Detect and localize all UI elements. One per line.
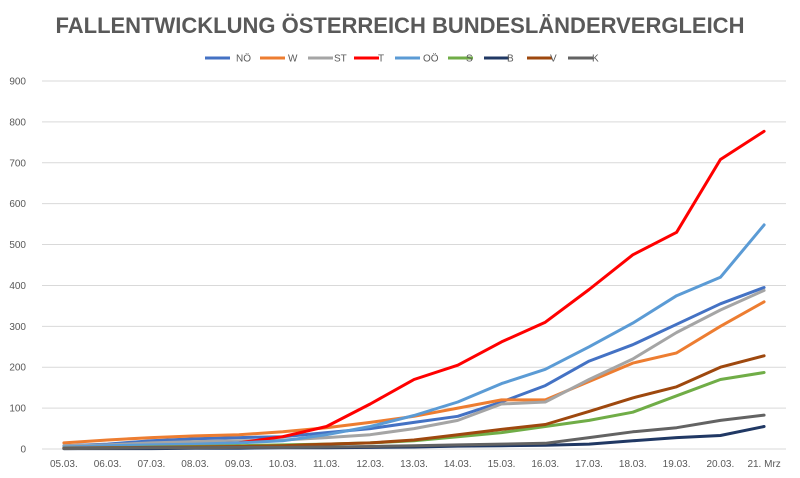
x-tick-label: 07.03. bbox=[138, 459, 166, 470]
y-tick-label: 800 bbox=[9, 117, 26, 128]
y-tick-label: 400 bbox=[9, 281, 26, 292]
series-line-8 bbox=[62, 413, 766, 451]
x-tick-label: 16.03. bbox=[531, 459, 559, 470]
chart-title: FALLENTWICKLUNG ÖSTERREICH BUNDESLÄNDERV… bbox=[56, 13, 745, 38]
series-line-2 bbox=[62, 288, 766, 448]
x-tick-label: 14.03. bbox=[444, 459, 472, 470]
x-tick-label: 17.03. bbox=[575, 459, 603, 470]
legend-label: ST bbox=[334, 54, 347, 65]
x-tick-label: 08.03. bbox=[181, 459, 209, 470]
legend-label: NÖ bbox=[236, 53, 251, 65]
x-tick-label: 21. Mrz bbox=[747, 459, 780, 470]
x-tick-label: 11.03. bbox=[313, 459, 340, 470]
legend-label: V bbox=[550, 54, 557, 65]
x-tick-label: 06.03. bbox=[94, 459, 122, 470]
y-tick-label: 700 bbox=[9, 158, 26, 169]
x-tick-label: 10.03. bbox=[269, 459, 297, 470]
x-tick-label: 18.03. bbox=[619, 459, 647, 470]
x-tick-label: 05.03. bbox=[50, 459, 78, 470]
x-tick-label: 09.03. bbox=[225, 459, 253, 470]
x-tick-label: 15.03. bbox=[488, 459, 516, 470]
y-tick-label: 900 bbox=[9, 77, 26, 88]
legend-label: K bbox=[592, 54, 599, 65]
y-axis: 0 100 200 300 400 500 600 700 800 900 bbox=[9, 77, 26, 456]
series-lines bbox=[62, 129, 766, 451]
series-line-0 bbox=[62, 286, 766, 448]
x-tick-label: 12.03. bbox=[356, 459, 384, 470]
x-axis: 05.03. 06.03. 07.03. 08.03. 09.03. 10.03. 11.0… bbox=[50, 459, 781, 470]
legend-label: T bbox=[378, 54, 384, 65]
y-tick-label: 100 bbox=[9, 404, 26, 415]
y-tick-label: 200 bbox=[9, 363, 26, 374]
y-tick-label: 0 bbox=[20, 445, 26, 456]
y-tick-label: 300 bbox=[9, 322, 26, 333]
legend-label: OÖ bbox=[423, 53, 439, 65]
y-tick-label: 500 bbox=[9, 240, 26, 251]
legend-label: B bbox=[507, 54, 514, 65]
series-line-3 bbox=[62, 129, 766, 450]
x-tick-label: 20.03. bbox=[706, 459, 734, 470]
legend: NÖ W ST T OÖ S B V K bbox=[205, 53, 599, 65]
gridlines bbox=[42, 80, 786, 450]
x-tick-label: 13.03. bbox=[400, 459, 428, 470]
legend-label: W bbox=[288, 54, 298, 65]
series-line-4 bbox=[62, 223, 766, 449]
legend-label: S bbox=[466, 54, 473, 65]
x-tick-label: 19.03. bbox=[663, 459, 691, 470]
y-tick-label: 600 bbox=[9, 199, 26, 210]
